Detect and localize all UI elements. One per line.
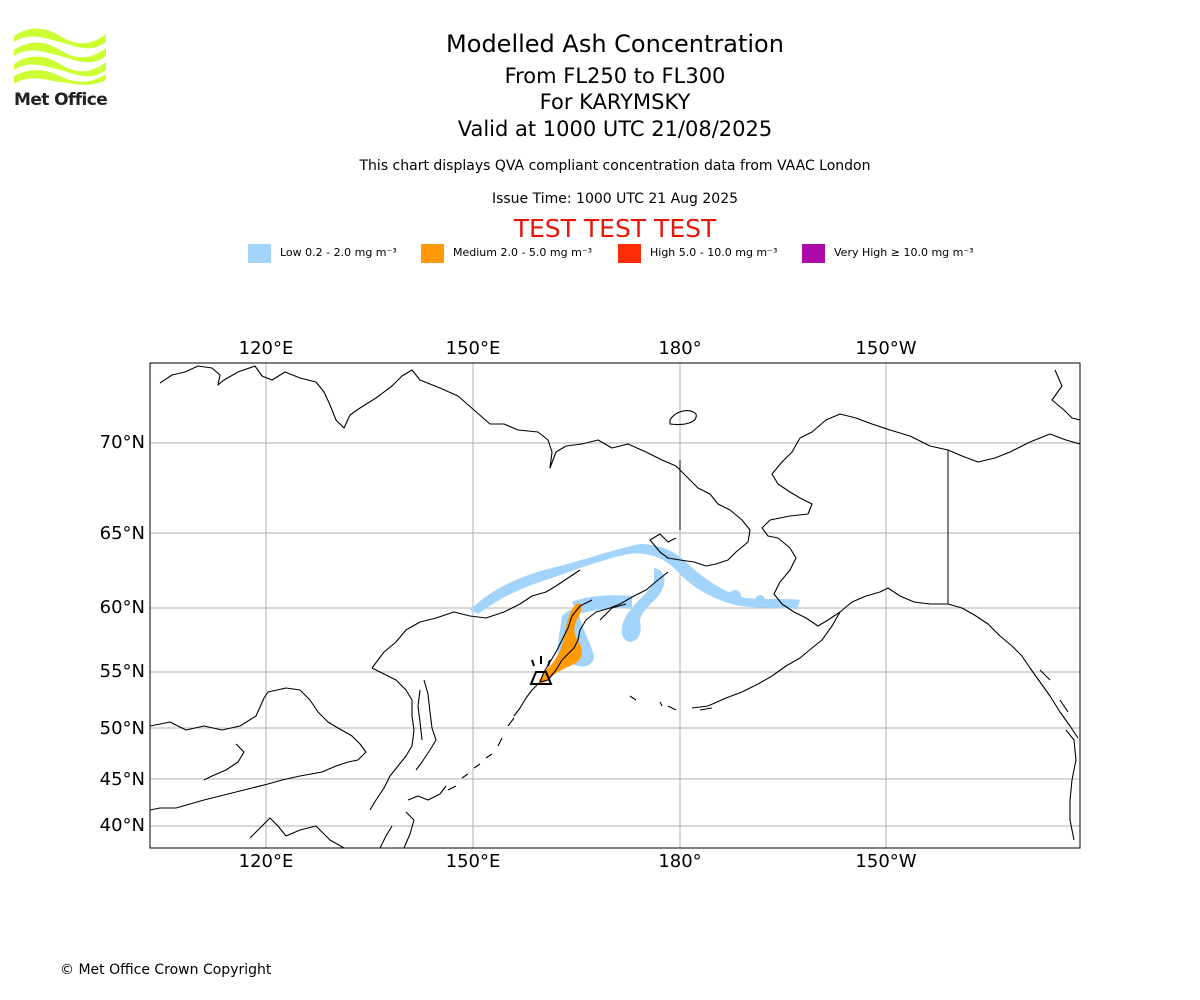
lat-label-55n: 55°N — [100, 661, 145, 682]
lon-label-top-150w: 150°W — [855, 338, 916, 359]
lon-label-top-120e: 120°E — [239, 338, 294, 359]
lon-label-bottom-150e: 150°E — [446, 851, 501, 872]
chart-description: This chart displays QVA compliant concen… — [359, 158, 871, 174]
lat-label-45n: 45°N — [100, 769, 145, 790]
met-office-logo: Met Office — [14, 28, 110, 114]
lat-label-50n: 50°N — [100, 718, 145, 739]
lat-label-70n: 70°N — [100, 432, 145, 453]
legend-label-very-high: Very High ≥ 10.0 mg m⁻³ — [834, 246, 974, 259]
legend-label-medium: Medium 2.0 - 5.0 mg m⁻³ — [453, 246, 593, 259]
legend-swatch-low — [248, 244, 271, 263]
boundaries — [679, 450, 949, 604]
met-office-waves-icon — [14, 28, 106, 85]
flight-level-range: From FL250 to FL300 — [504, 64, 726, 88]
copyright-notice: © Met Office Crown Copyright — [60, 962, 272, 978]
logo-text: Met Office — [14, 90, 108, 110]
legend-swatch-high — [618, 244, 641, 263]
volcano-name: For KARYMSKY — [539, 90, 691, 114]
lat-label-40n: 40°N — [100, 815, 145, 836]
lon-label-bottom-150w: 150°W — [855, 851, 916, 872]
lon-label-bottom-120e: 120°E — [239, 851, 294, 872]
chart-title: Modelled Ash Concentration — [446, 30, 784, 58]
legend-label-high: High 5.0 - 10.0 mg m⁻³ — [650, 246, 778, 259]
lon-label-bottom-180: 180° — [658, 851, 701, 872]
ash-map: 120°E 150°E 180° 150°W 120°E 150°E 180° … — [100, 338, 1081, 872]
legend-label-low: Low 0.2 - 2.0 mg m⁻³ — [280, 246, 397, 259]
coastlines — [150, 365, 1080, 848]
test-banner: TEST TEST TEST — [513, 214, 717, 243]
legend-swatch-very-high — [802, 244, 825, 263]
lat-label-65n: 65°N — [100, 523, 145, 544]
lon-label-top-150e: 150°E — [446, 338, 501, 359]
map-panel: 120°E 150°E 180° 150°W 120°E 150°E 180° … — [100, 338, 1081, 872]
volcano-icon — [529, 656, 553, 685]
issue-time: Issue Time: 1000 UTC 21 Aug 2025 — [491, 191, 739, 207]
legend-swatch-medium — [421, 244, 444, 263]
valid-time: Valid at 1000 UTC 21/08/2025 — [457, 117, 773, 141]
lon-label-top-180: 180° — [658, 338, 701, 359]
ash-medium-concentration — [538, 603, 582, 685]
lat-label-60n: 60°N — [100, 597, 145, 618]
map-frame — [149, 362, 1081, 849]
